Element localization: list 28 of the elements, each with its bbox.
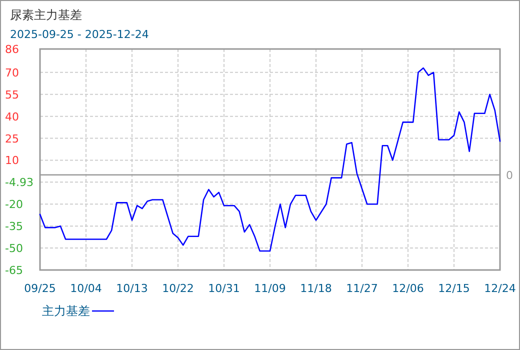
x-tick-label: 11/18	[300, 282, 332, 295]
y-tick-label: -50	[5, 242, 23, 256]
y-tick-label: -4.93	[5, 176, 34, 190]
chart-subtitle: 2025-09-25 - 2025-12-24	[10, 28, 149, 41]
line-series	[39, 67, 501, 252]
chart-title: 尿素主力基差	[10, 8, 82, 22]
x-tick-label: 10/22	[162, 282, 194, 295]
legend-label: 主力基差	[42, 304, 90, 318]
x-tick-label: 10/31	[208, 282, 240, 295]
y-tick-label: 70	[5, 66, 19, 80]
y-tick-label: 55	[5, 88, 19, 102]
x-tick-label: 11/09	[254, 282, 286, 295]
x-tick-label: 10/13	[116, 282, 148, 295]
y-tick-label: -35	[5, 220, 23, 234]
ref-line-label: 0	[506, 168, 513, 182]
legend: 主力基差	[42, 304, 114, 318]
x-tick-label: 12/06	[392, 282, 424, 295]
y-tick-label: 86	[5, 43, 19, 56]
x-tick-label: 12/15	[438, 282, 470, 295]
x-tick-label: 12/24	[484, 282, 516, 295]
x-tick-label: 11/27	[346, 282, 378, 295]
y-tick-label: -20	[5, 198, 23, 212]
y-tick-label: 40	[5, 110, 19, 124]
x-tick-label: 09/25	[24, 282, 56, 295]
y-tick-label: 25	[5, 132, 19, 146]
y-tick-label: 10	[5, 154, 19, 168]
x-tick-label: 10/04	[70, 282, 102, 295]
y-tick-label: -65	[5, 264, 23, 277]
